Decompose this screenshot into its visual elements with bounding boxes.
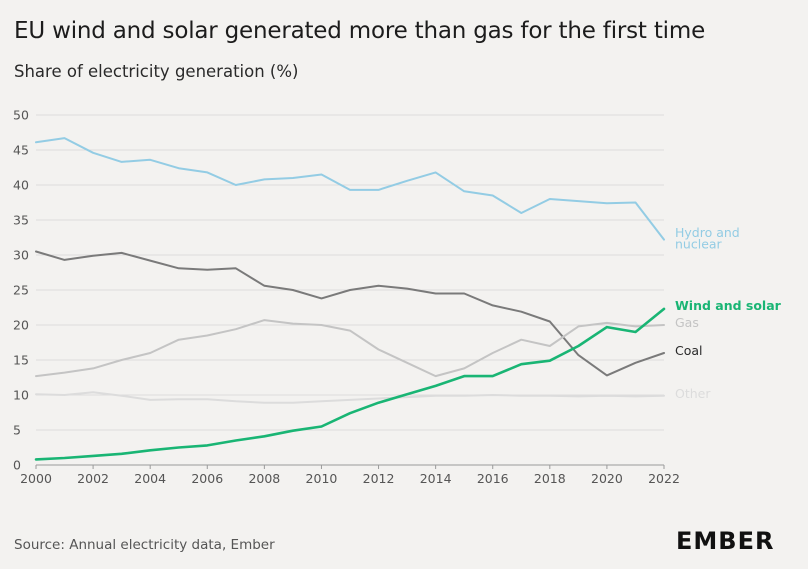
series-label-other: Other [675,386,711,401]
x-tick-label: 2000 [20,471,52,486]
x-tick-label: 2018 [534,471,566,486]
x-tick-label: 2022 [648,471,680,486]
series-line-hydro-and-nuclear [35,137,665,241]
chart-subtitle: Share of electricity generation (%) [14,62,299,81]
ember-logo: EMBER [676,527,775,555]
series-line-other [35,391,665,404]
series-label-hydro-and-nuclear: Hydro and nuclear [675,225,740,252]
x-tick-label: 2016 [477,471,509,486]
series-label-coal: Coal [675,343,703,358]
x-tick-label: 2008 [248,471,280,486]
series-line-gas [35,319,665,378]
y-tick-label: 30 [13,248,29,263]
x-tick-label: 2014 [420,471,452,486]
x-tick-label: 2012 [363,471,395,486]
y-tick-label: 35 [13,213,29,228]
x-tick-label: 2020 [591,471,623,486]
y-tick-label: 45 [13,143,29,158]
chart-title: EU wind and solar generated more than ga… [14,18,706,44]
series-line-coal [35,250,665,377]
y-tick-label: 15 [13,353,29,368]
y-tick-label: 5 [13,423,21,438]
source-note: Source: Annual electricity data, Ember [14,537,275,553]
series-line-wind-and-solar [34,307,666,461]
series-label-gas: Gas [675,315,699,330]
y-tick-label: 20 [13,318,29,333]
y-tick-label: 25 [13,283,29,298]
x-tick-label: 2004 [134,471,166,486]
y-tick-label: 50 [13,108,29,123]
y-tick-label: 40 [13,178,29,193]
x-tick-label: 2002 [77,471,109,486]
series-label-wind-and-solar: Wind and solar [675,298,782,313]
y-tick-label: 10 [13,388,29,403]
y-tick-label: 0 [13,458,21,473]
x-tick-label: 2010 [306,471,338,486]
x-tick-label: 2006 [191,471,223,486]
